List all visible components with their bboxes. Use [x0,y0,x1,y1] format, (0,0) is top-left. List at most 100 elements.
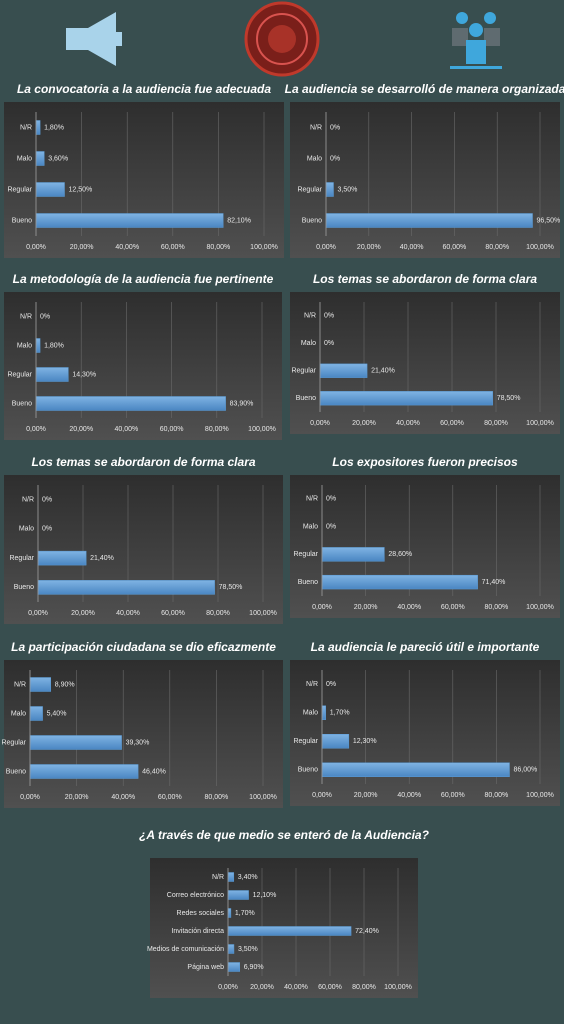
y-tick-label: N/R [22,496,34,503]
chart-title: La audiencia le pareció útil e important… [311,640,540,654]
y-tick-label: N/R [310,124,322,131]
value-label: 0% [326,523,336,530]
value-label: 0% [330,124,340,131]
bar [35,182,65,197]
y-tick-label: Regular [297,186,322,193]
y-tick-label: Regular [291,368,316,375]
chart-panel [4,292,282,440]
value-label: 72,40% [355,928,379,935]
x-tick-label: 40,00% [396,420,420,427]
bar [325,182,334,197]
x-tick-label: 40,00% [111,794,135,801]
value-label: 71,40% [482,579,506,586]
y-tick-label: Regular [293,551,318,558]
y-tick-label: Regular [1,739,26,746]
x-tick-label: 40,00% [116,610,140,617]
y-tick-label: N/R [306,681,318,688]
bar [37,580,215,595]
bar [35,213,224,228]
value-label: 0% [42,496,52,503]
bar [227,926,352,936]
chart: Los expositores fueron precisos 0,00% 20,0… [290,455,560,618]
value-label: 5,40% [47,710,67,717]
value-label: 0% [324,340,334,347]
x-tick-label: 60,00% [160,426,184,433]
value-label: 1,80% [44,342,64,349]
value-label: 82,10% [227,217,251,224]
value-label: 21,40% [90,555,114,562]
x-tick-label: 40,00% [397,792,421,799]
bar [37,550,87,566]
value-label: 1,80% [44,124,64,131]
x-tick-label: 40,00% [400,244,424,251]
x-tick-label: 20,00% [357,244,381,251]
chart: Los temas se abordaron de forma clara 0,0… [290,272,560,434]
y-tick-label: Medios de comunicación [147,946,224,953]
bar [321,547,385,562]
x-tick-label: 40,00% [115,244,139,251]
chart-panel [4,475,283,624]
y-tick-label: Bueno [12,400,32,407]
chart: La participación ciudadana se dio eficaz… [1,640,283,808]
x-tick-label: 0,00% [316,244,336,251]
value-label: 0% [326,496,336,503]
value-label: 78,50% [219,584,243,591]
x-tick-label: 100,00% [526,420,554,427]
x-tick-label: 20,00% [70,244,94,251]
value-label: 12,10% [253,892,277,899]
x-tick-label: 20,00% [71,610,95,617]
value-label: 1,70% [235,910,255,917]
y-tick-label: Malo [301,340,316,347]
x-tick-label: 0,00% [312,604,332,611]
y-tick-label: N/R [20,313,32,320]
bar [321,734,350,749]
value-label: 6,90% [244,964,264,971]
x-tick-label: 100,00% [526,792,554,799]
chart-title: La participación ciudadana se dio eficaz… [11,640,276,654]
y-tick-label: Malo [17,342,32,349]
bar [227,890,249,900]
y-tick-label: N/R [20,124,32,131]
chart: La metodología de la audiencia fue perti… [4,272,282,440]
megaphone-icon [66,12,122,66]
y-tick-label: Regular [7,186,32,193]
bar [29,735,122,750]
x-tick-label: 60,00% [440,420,464,427]
chart-panel [290,102,560,258]
bar [321,574,478,590]
value-label: 0% [40,313,50,320]
x-tick-label: 40,00% [284,984,308,991]
chart: Los temas se abordaron de forma clara 0,0… [4,455,283,624]
y-tick-label: Página web [187,964,224,971]
bar [325,213,533,228]
bar [227,908,232,918]
y-tick-label: Bueno [14,584,34,591]
y-tick-label: Malo [303,710,318,717]
chart: La convocatoria a la audiencia fue adecu… [4,82,284,258]
y-tick-label: Invitación directa [171,928,224,935]
x-tick-label: 80,00% [207,244,231,251]
x-tick-label: 20,00% [69,426,93,433]
x-tick-label: 0,00% [312,792,332,799]
x-tick-label: 100,00% [249,610,277,617]
bar [35,367,69,382]
bar [321,762,510,777]
chart-panel [4,102,284,258]
y-tick-label: Correo electrónico [167,892,224,899]
y-tick-label: N/R [304,313,316,320]
y-tick-label: Bueno [12,217,32,224]
chart-title: La audiencia se desarrolló de manera org… [285,82,564,96]
seal-icon [244,1,320,77]
chart-title: Los temas se abordaron de forma clara [31,455,255,469]
y-tick-label: Bueno [6,768,26,775]
value-label: 0% [324,313,334,320]
x-tick-label: 40,00% [115,426,139,433]
x-tick-label: 60,00% [441,792,465,799]
value-label: 3,60% [48,155,68,162]
x-tick-label: 0,00% [26,426,46,433]
chart-title: La metodología de la audiencia fue perti… [13,272,274,286]
x-tick-label: 80,00% [485,792,509,799]
x-tick-label: 60,00% [161,610,185,617]
x-tick-label: 0,00% [218,984,238,991]
bar [35,338,41,353]
